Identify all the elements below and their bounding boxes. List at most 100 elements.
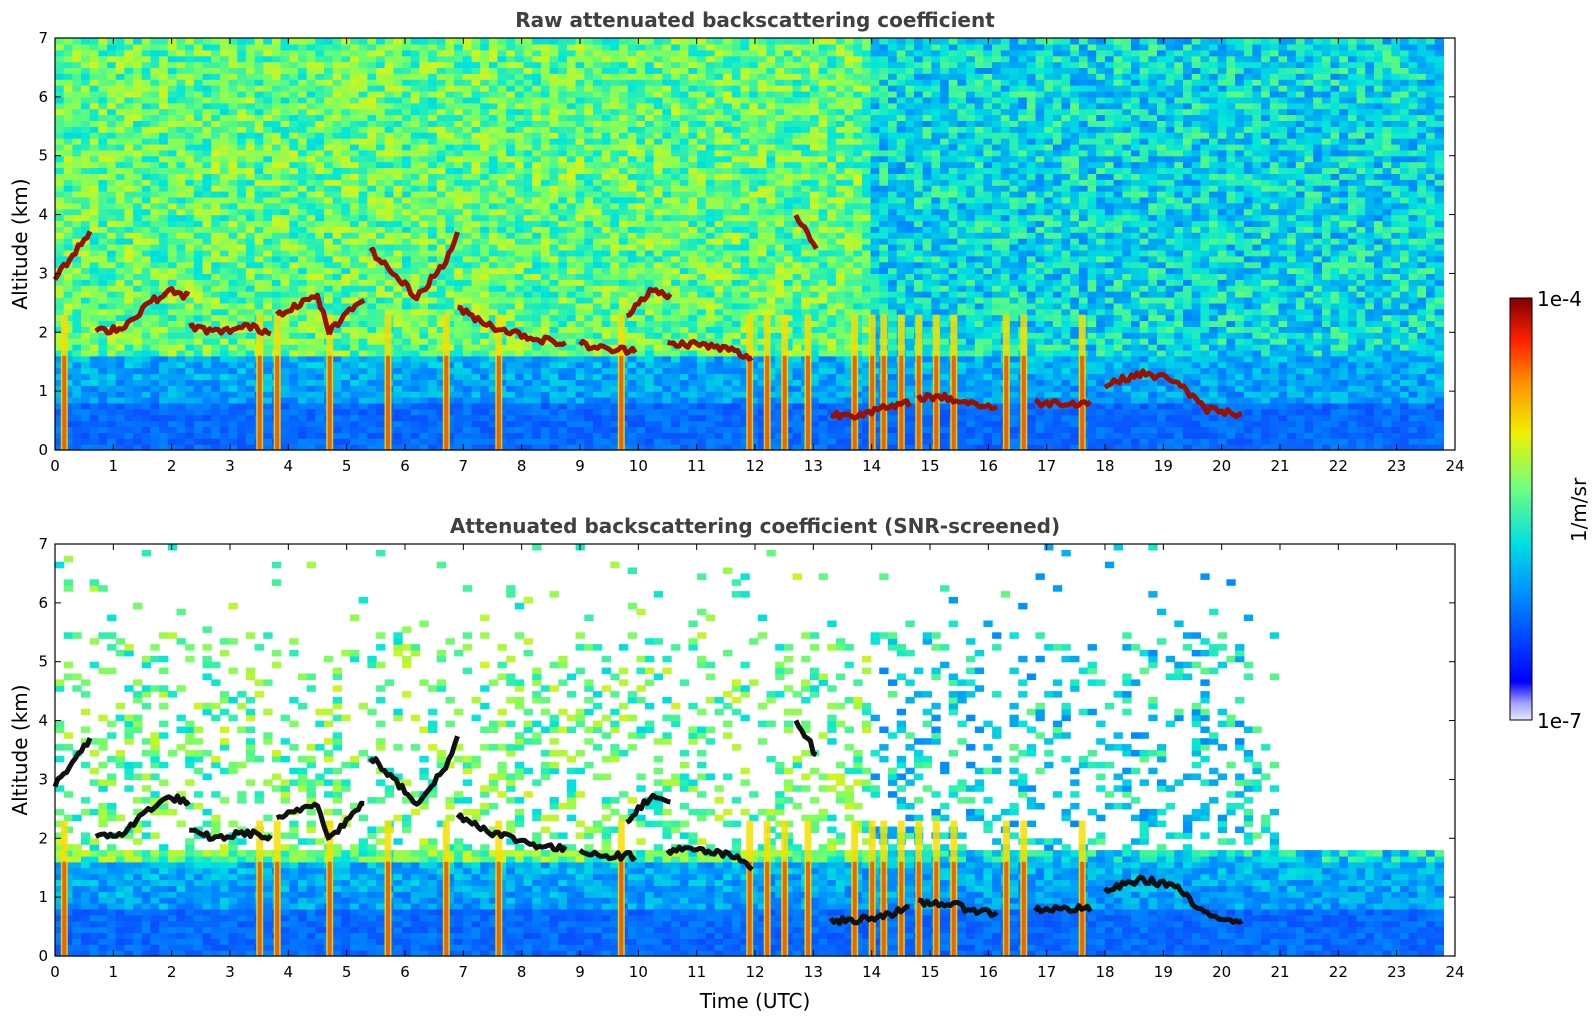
heatmap-cell bbox=[280, 238, 290, 245]
heatmap-cell bbox=[298, 367, 308, 375]
heatmap-cell bbox=[332, 220, 342, 227]
heatmap-cell bbox=[107, 285, 117, 292]
heatmap-cell bbox=[315, 120, 325, 127]
heatmap-cell bbox=[228, 155, 238, 163]
heatmap-cell bbox=[324, 185, 334, 192]
heatmap-cell bbox=[298, 332, 308, 339]
heatmap-cell bbox=[367, 255, 377, 263]
heatmap-cell bbox=[298, 126, 308, 133]
heatmap-cell bbox=[584, 326, 594, 333]
heatmap-cell bbox=[480, 238, 490, 245]
heatmap-cell bbox=[384, 120, 394, 127]
heatmap-cell bbox=[488, 161, 499, 169]
heatmap-cell bbox=[471, 326, 481, 333]
heatmap-cell bbox=[98, 267, 108, 274]
heatmap-cell bbox=[610, 155, 620, 163]
heatmap-cell bbox=[636, 85, 646, 92]
heatmap-cell bbox=[662, 73, 672, 80]
heatmap-cell bbox=[63, 426, 73, 433]
heatmap-cell bbox=[566, 249, 577, 257]
heatmap-cell bbox=[462, 226, 473, 233]
heatmap-cell bbox=[306, 397, 316, 404]
heatmap-cell bbox=[514, 49, 525, 57]
heatmap-cell bbox=[254, 196, 264, 204]
heatmap-cell bbox=[514, 232, 525, 239]
heatmap-cell bbox=[497, 297, 507, 304]
heatmap-cell bbox=[141, 332, 152, 339]
heatmap-cell bbox=[115, 232, 125, 239]
heatmap-cell bbox=[610, 38, 620, 45]
heatmap-cell bbox=[419, 167, 429, 174]
heatmap-cell bbox=[315, 191, 325, 198]
heatmap-cell bbox=[471, 308, 481, 316]
heatmap-cell bbox=[133, 438, 143, 445]
heatmap-cell bbox=[445, 314, 455, 322]
heatmap-cell bbox=[523, 267, 533, 274]
heatmap-cell bbox=[367, 96, 377, 104]
heatmap-cell bbox=[532, 373, 542, 380]
heatmap-cell bbox=[488, 314, 499, 322]
heatmap-cell bbox=[332, 155, 342, 163]
heatmap-cell bbox=[150, 308, 160, 316]
heatmap-cell bbox=[471, 73, 481, 80]
heatmap-cell bbox=[115, 344, 125, 351]
heatmap-cell bbox=[55, 167, 65, 174]
heatmap-cell bbox=[558, 273, 568, 280]
heatmap-cell bbox=[263, 167, 273, 174]
heatmap-cell bbox=[219, 302, 230, 310]
heatmap-cell bbox=[107, 344, 117, 351]
heatmap-cell bbox=[549, 297, 559, 304]
heatmap-cell bbox=[436, 120, 447, 127]
heatmap-cell bbox=[523, 249, 533, 257]
heatmap-cell bbox=[610, 120, 620, 127]
heatmap-cell bbox=[141, 361, 152, 369]
heatmap-cell bbox=[445, 155, 455, 163]
heatmap-cell bbox=[124, 208, 134, 216]
heatmap-cell bbox=[280, 138, 290, 145]
heatmap-cell bbox=[306, 402, 316, 410]
heatmap-cell bbox=[332, 120, 342, 127]
heatmap-cell bbox=[124, 73, 134, 80]
heatmap-cell bbox=[540, 79, 551, 86]
heatmap-cell bbox=[55, 120, 65, 127]
heatmap-cell bbox=[575, 208, 585, 216]
heatmap-cell bbox=[185, 73, 195, 80]
heatmap-cell bbox=[245, 202, 256, 210]
heatmap-cell bbox=[176, 108, 186, 116]
heatmap-cell bbox=[471, 249, 481, 257]
heatmap-cell bbox=[532, 344, 542, 351]
heatmap-cell bbox=[566, 408, 577, 416]
heatmap-cell bbox=[419, 126, 429, 133]
heatmap-cell bbox=[610, 102, 620, 110]
heatmap-cell bbox=[63, 438, 73, 445]
heatmap-cell bbox=[488, 55, 499, 63]
heatmap-cell bbox=[514, 43, 525, 51]
heatmap-cell bbox=[81, 273, 91, 280]
heatmap-cell bbox=[228, 167, 238, 174]
heatmap-cell bbox=[549, 444, 559, 451]
heatmap-cell bbox=[575, 297, 585, 304]
heatmap-cell bbox=[549, 196, 559, 204]
heatmap-cell bbox=[124, 314, 134, 322]
heatmap-cell bbox=[150, 202, 160, 210]
heatmap-cell bbox=[619, 138, 629, 145]
heatmap-cell bbox=[428, 249, 438, 257]
heatmap-cell bbox=[575, 314, 585, 322]
heatmap-cell bbox=[436, 85, 447, 92]
heatmap-cell bbox=[133, 138, 143, 145]
heatmap-cell bbox=[610, 185, 620, 192]
heatmap-cell bbox=[566, 320, 577, 327]
heatmap-cell bbox=[98, 143, 108, 151]
heatmap-cell bbox=[506, 114, 516, 121]
heatmap-cell bbox=[298, 73, 308, 80]
heatmap-cell bbox=[410, 444, 421, 451]
heatmap-cell bbox=[523, 373, 533, 380]
heatmap-cell bbox=[55, 320, 65, 327]
heatmap-cell bbox=[263, 255, 273, 263]
heatmap-cell bbox=[445, 267, 455, 274]
heatmap-cell bbox=[384, 67, 394, 74]
heatmap-cell bbox=[549, 67, 559, 74]
heatmap-cell bbox=[298, 344, 308, 351]
heatmap-cell bbox=[298, 438, 308, 445]
heatmap-cell bbox=[462, 244, 473, 251]
